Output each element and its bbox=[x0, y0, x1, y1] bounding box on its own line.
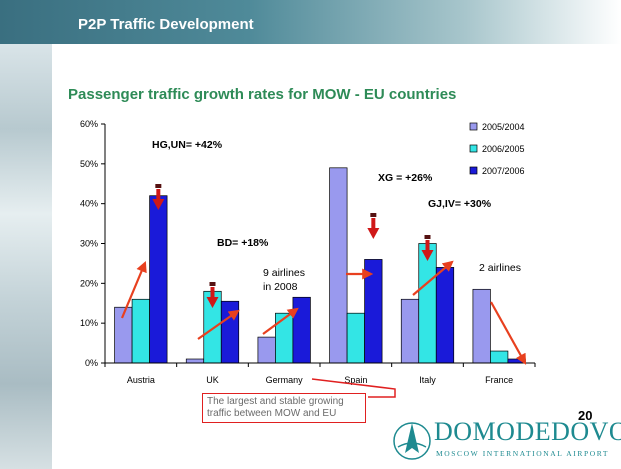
trend-arrow bbox=[412, 260, 454, 296]
domodedovo-logo: DOMODEDOVO MOSCOW INTERNATIONAL AIRPORT bbox=[392, 415, 621, 465]
x-tick-label: Germany bbox=[266, 375, 304, 385]
bar-germany-2005-2004 bbox=[257, 336, 276, 364]
bar-uk-2005-2004 bbox=[185, 358, 205, 364]
legend-label: 2005/2004 bbox=[482, 122, 525, 132]
header-title: P2P Traffic Development bbox=[78, 16, 254, 33]
bar-italy-2005-2004 bbox=[400, 298, 420, 364]
annotation-label: XG = +26% bbox=[378, 172, 433, 184]
logo-name: DOMODEDOVO bbox=[434, 417, 621, 446]
annotation-label: HG,UN= +42% bbox=[152, 139, 223, 151]
y-tick-label: 10% bbox=[80, 318, 98, 328]
decline-arrow-cap bbox=[424, 235, 431, 239]
legend-swatch bbox=[469, 122, 478, 131]
bar-germany-2006-2005 bbox=[275, 312, 294, 364]
decline-arrow-head bbox=[367, 228, 380, 239]
bar-france-2005-2004 bbox=[472, 288, 491, 364]
decline-arrow-shaft bbox=[156, 189, 161, 201]
legend-swatch bbox=[469, 166, 478, 175]
decline-arrow-cap bbox=[155, 184, 162, 188]
chart-title: Passenger traffic growth rates for MOW -… bbox=[68, 86, 457, 103]
callout-connector bbox=[311, 378, 396, 398]
x-tick-label: UK bbox=[206, 375, 219, 385]
annotation-label: BD= +18% bbox=[217, 237, 269, 249]
down-arrow-icon bbox=[206, 282, 219, 308]
decline-arrow-cap bbox=[209, 282, 216, 286]
decline-arrow-shaft bbox=[371, 218, 376, 230]
bar-austria-2007-2006 bbox=[149, 195, 168, 364]
bar-italy-2006-2005 bbox=[418, 243, 437, 364]
bar-spain-2006-2005 bbox=[346, 312, 365, 364]
bar-germany-2007-2006 bbox=[292, 296, 311, 364]
down-arrow-icon bbox=[152, 184, 165, 210]
annotation-label: 9 airlines in 2008 bbox=[263, 267, 305, 293]
decline-arrow-head bbox=[421, 250, 434, 261]
x-tick-label: Italy bbox=[419, 375, 436, 385]
legend-label: 2007/2006 bbox=[482, 166, 525, 176]
y-tick-label: 20% bbox=[80, 278, 98, 288]
down-arrow-icon bbox=[367, 213, 380, 239]
header-bar: P2P Traffic Development bbox=[0, 0, 621, 44]
trend-arrow bbox=[120, 260, 147, 319]
decline-arrow-shaft bbox=[210, 287, 215, 299]
y-tick-label: 40% bbox=[80, 199, 98, 209]
y-tick-label: 0% bbox=[85, 358, 98, 368]
decline-arrow-cap bbox=[370, 213, 377, 217]
bar-italy-2007-2006 bbox=[435, 267, 455, 364]
legend-label: 2006/2005 bbox=[482, 144, 525, 154]
trend-arrow bbox=[197, 309, 240, 340]
annotation-label: GJ,IV= +30% bbox=[428, 198, 492, 210]
airport-emblem-icon bbox=[393, 422, 431, 460]
decorative-sky-strip bbox=[0, 44, 52, 469]
y-tick-label: 30% bbox=[80, 239, 98, 249]
bar-france-2006-2005 bbox=[490, 350, 509, 364]
legend-swatch bbox=[469, 144, 478, 153]
x-tick-label: France bbox=[485, 375, 513, 385]
logo-tagline: MOSCOW INTERNATIONAL AIRPORT bbox=[436, 449, 610, 458]
trend-arrow bbox=[262, 307, 299, 335]
bar-uk-2007-2006 bbox=[220, 300, 240, 364]
y-tick-label: 60% bbox=[80, 119, 98, 129]
annotation-line: in 2008 bbox=[263, 281, 298, 293]
x-tick-label: Spain bbox=[344, 375, 367, 385]
x-tick-label: Austria bbox=[127, 375, 155, 385]
annotation-label: 2 airlines bbox=[479, 262, 521, 274]
callout-box: The largest and stable growing traffic b… bbox=[202, 393, 366, 423]
bar-spain-2005-2004 bbox=[329, 167, 348, 364]
slide-number: 20 bbox=[578, 408, 593, 423]
decline-arrow-shaft bbox=[425, 240, 430, 252]
decline-arrow-head bbox=[206, 297, 219, 308]
annotation-line: 9 airlines bbox=[263, 267, 305, 279]
trend-arrow bbox=[490, 301, 527, 365]
decline-arrow-head bbox=[152, 199, 165, 210]
y-tick-label: 50% bbox=[80, 159, 98, 169]
bar-austria-2006-2005 bbox=[131, 298, 150, 364]
down-arrow-icon bbox=[421, 235, 434, 261]
